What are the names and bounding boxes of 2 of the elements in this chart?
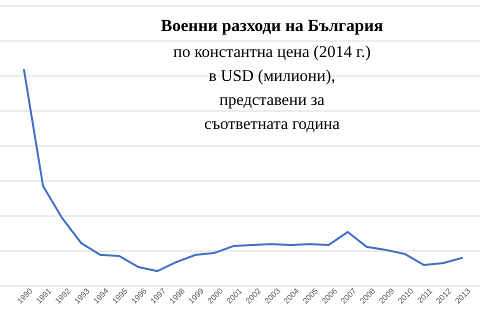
chart-title: Военни разходи на България <box>160 16 384 35</box>
text: по константна цена (2014 г.) в USD (милиони), представени за съответната година <box>173 42 371 133</box>
